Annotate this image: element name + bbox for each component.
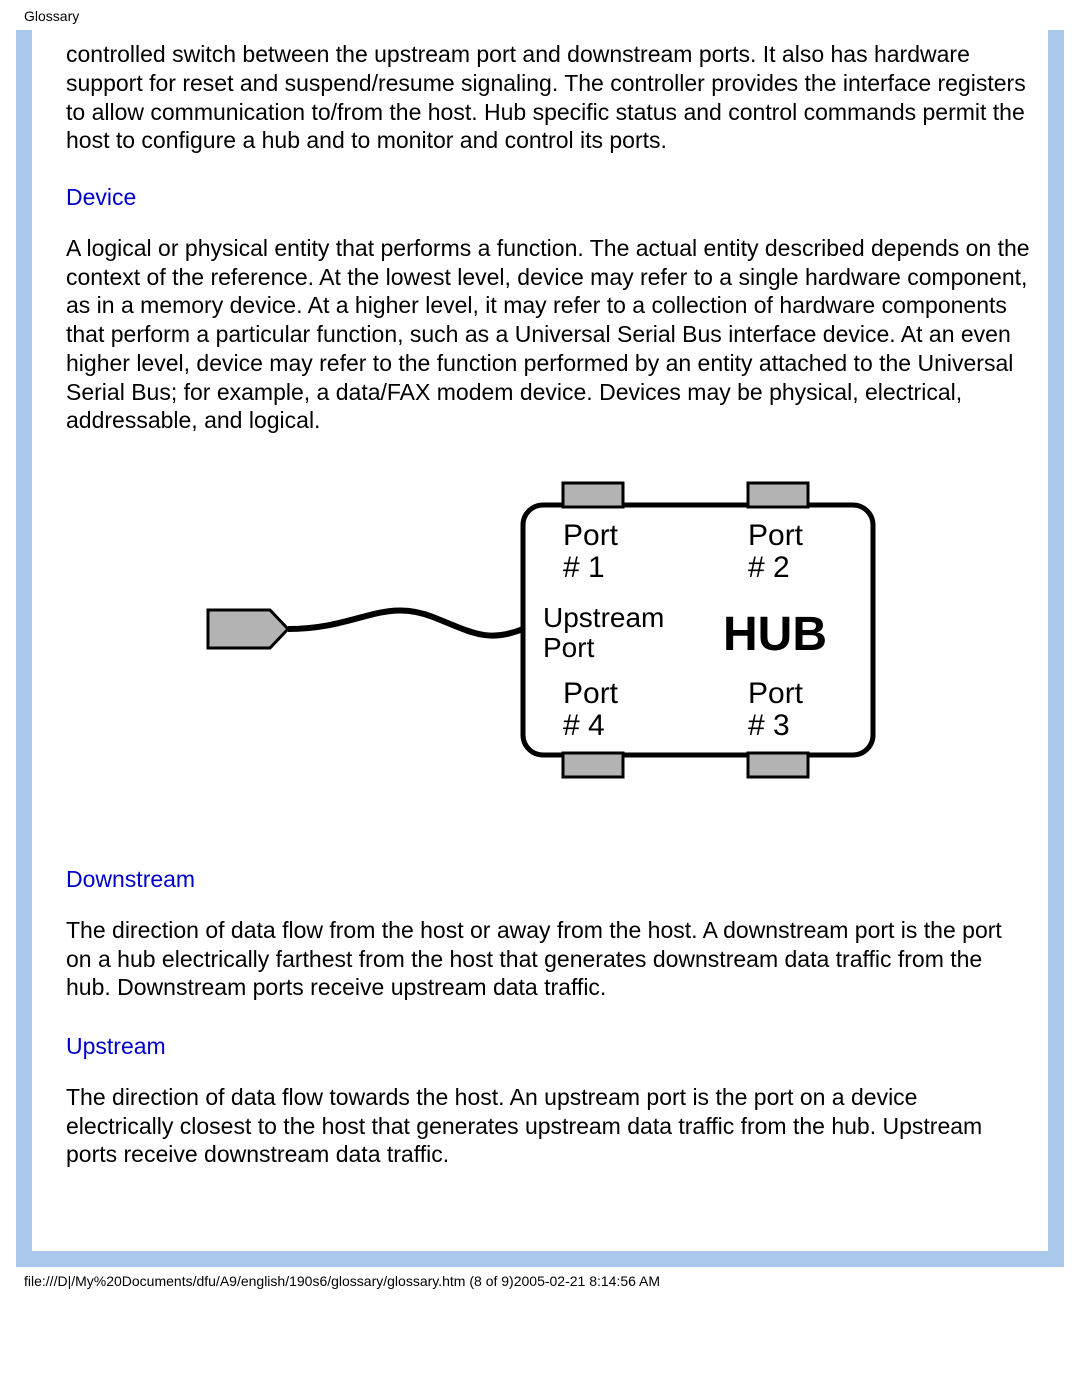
port4-label-line1: Port bbox=[563, 677, 619, 710]
upstream-label-line1: Upstream bbox=[543, 602, 664, 633]
term-upstream-heading[interactable]: Upstream bbox=[66, 1032, 1030, 1061]
port2-label-line1: Port bbox=[748, 519, 804, 552]
term-downstream-label: Downstream bbox=[66, 866, 195, 892]
upstream-paragraph: The direction of data flow towards the h… bbox=[66, 1083, 1030, 1169]
downstream-paragraph: The direction of data flow from the host… bbox=[66, 916, 1030, 1002]
port3-tab bbox=[748, 753, 808, 777]
content-body: controlled switch between the upstream p… bbox=[32, 30, 1048, 1251]
term-downstream-heading[interactable]: Downstream bbox=[66, 865, 1030, 894]
port4-tab bbox=[563, 753, 623, 777]
upstream-label-line2: Port bbox=[543, 632, 595, 663]
intro-paragraph: controlled switch between the upstream p… bbox=[66, 40, 1030, 155]
hub-label: HUB bbox=[723, 608, 827, 661]
cable-line bbox=[288, 610, 523, 635]
term-device-heading[interactable]: Device bbox=[66, 183, 1030, 212]
hub-diagram: Port # 1 Port # 2 Upstream Port HUB Port… bbox=[188, 475, 908, 785]
port4-label-line2: # 4 bbox=[563, 709, 605, 742]
port2-label-line2: # 2 bbox=[748, 551, 790, 584]
term-upstream-label: Upstream bbox=[66, 1033, 166, 1059]
footer-text: file:///D|/My%20Documents/dfu/A9/english… bbox=[24, 1273, 660, 1289]
page-header: Glossary bbox=[0, 0, 1080, 30]
content-frame: controlled switch between the upstream p… bbox=[16, 30, 1064, 1267]
port3-label-line1: Port bbox=[748, 677, 804, 710]
page-footer: file:///D|/My%20Documents/dfu/A9/english… bbox=[0, 1267, 1080, 1293]
connector-plug-icon bbox=[208, 610, 288, 648]
term-device-label: Device bbox=[66, 184, 136, 210]
port2-tab bbox=[748, 483, 808, 507]
port1-label-line2: # 1 bbox=[563, 551, 605, 584]
hub-diagram-container: Port # 1 Port # 2 Upstream Port HUB Port… bbox=[66, 475, 1030, 785]
port3-label-line2: # 3 bbox=[748, 709, 790, 742]
port1-tab bbox=[563, 483, 623, 507]
device-paragraph: A logical or physical entity that perfor… bbox=[66, 234, 1030, 435]
port1-label-line1: Port bbox=[563, 519, 619, 552]
page-title: Glossary bbox=[24, 8, 79, 24]
